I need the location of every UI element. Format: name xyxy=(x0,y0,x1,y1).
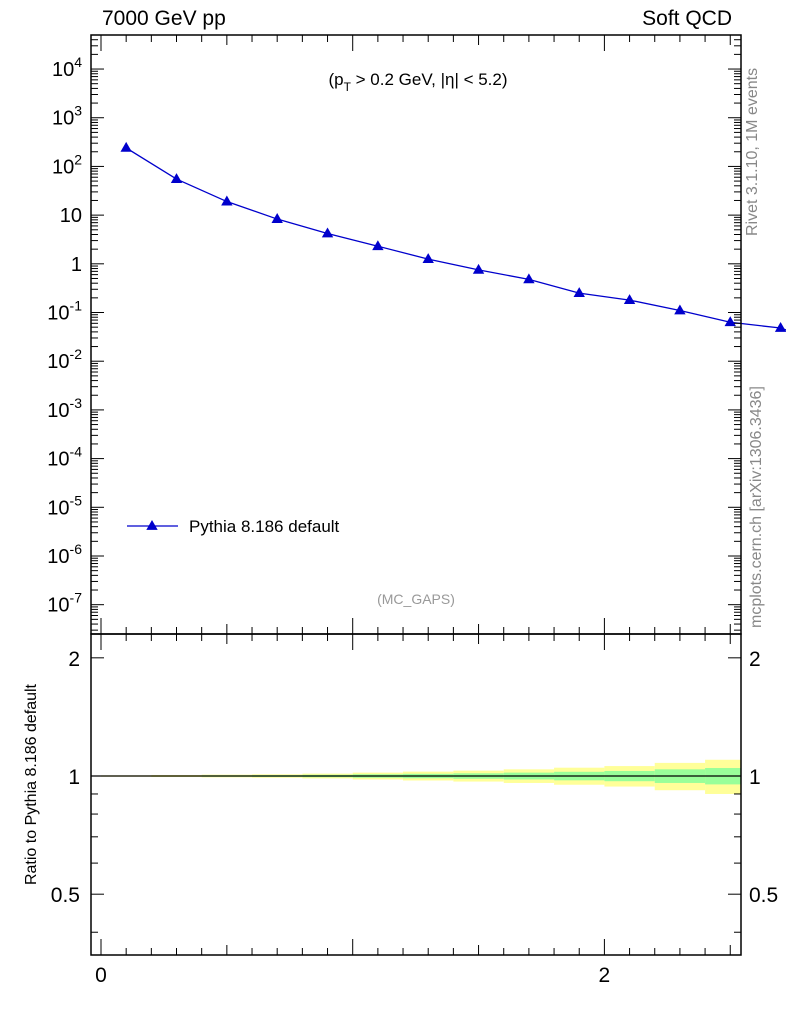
axes-layer xyxy=(90,34,742,956)
header-right: Soft QCD xyxy=(642,7,732,30)
series-line xyxy=(125,147,786,331)
data-point xyxy=(623,294,636,304)
main-frame xyxy=(90,34,742,635)
y-tick-label: 10 xyxy=(60,205,82,227)
data-point xyxy=(724,316,736,327)
y-tick-label: 10-6 xyxy=(47,541,82,568)
y-tick-label: 10-5 xyxy=(47,492,82,519)
ratio-y-tick-label-left: 1 xyxy=(68,766,80,789)
y-tick-label: 10-1 xyxy=(47,298,82,325)
data-point xyxy=(774,322,786,332)
data-point xyxy=(472,263,485,274)
y-tick-label: 1 xyxy=(71,254,82,276)
ratio-y-tick-label-right: 0.5 xyxy=(749,884,778,907)
data-point xyxy=(170,173,183,183)
ratio-bands xyxy=(101,759,741,794)
series-layer xyxy=(120,141,786,332)
data-point xyxy=(372,240,384,251)
y-tick-label: 10-2 xyxy=(47,346,82,373)
ratio-y-tick-label-left: 0.5 xyxy=(51,884,80,907)
y-tick-label: 104 xyxy=(52,54,82,81)
data-point xyxy=(321,227,334,238)
y-tick-label: 10-3 xyxy=(47,395,82,422)
data-point xyxy=(674,304,686,315)
data-point xyxy=(221,195,233,206)
watermark-label: (MC_GAPS) xyxy=(377,591,455,607)
plot-title: (pT > 0.2 GeV, |η| < 5.2) xyxy=(328,70,507,94)
ratio-y-axis-label: Ratio to Pythia 8.186 default xyxy=(23,683,40,885)
header-left: 7000 GeV pp xyxy=(102,7,226,30)
y-tick-label: 10-7 xyxy=(47,590,82,617)
legend-marker xyxy=(146,520,158,530)
ratio-y-tick-label-left: 2 xyxy=(68,648,80,671)
text-layer: 10410310210110-110-210-310-410-510-610-7… xyxy=(23,54,778,987)
data-point xyxy=(271,213,283,223)
ratio-frame xyxy=(90,633,742,956)
x-tick-label: 2 xyxy=(599,964,611,987)
y-tick-label: 102 xyxy=(52,151,82,178)
data-point xyxy=(120,141,132,152)
data-point xyxy=(573,287,585,298)
data-point xyxy=(422,253,434,263)
ratio-y-tick-label-right: 1 xyxy=(749,766,761,789)
ratio-y-tick-label-right: 2 xyxy=(749,648,761,671)
y-tick-label: 10-4 xyxy=(47,444,82,471)
y-tick-label: 103 xyxy=(52,103,82,130)
legend-label: Pythia 8.186 default xyxy=(189,517,340,536)
x-tick-label: 0 xyxy=(95,964,107,987)
data-point xyxy=(523,273,535,284)
